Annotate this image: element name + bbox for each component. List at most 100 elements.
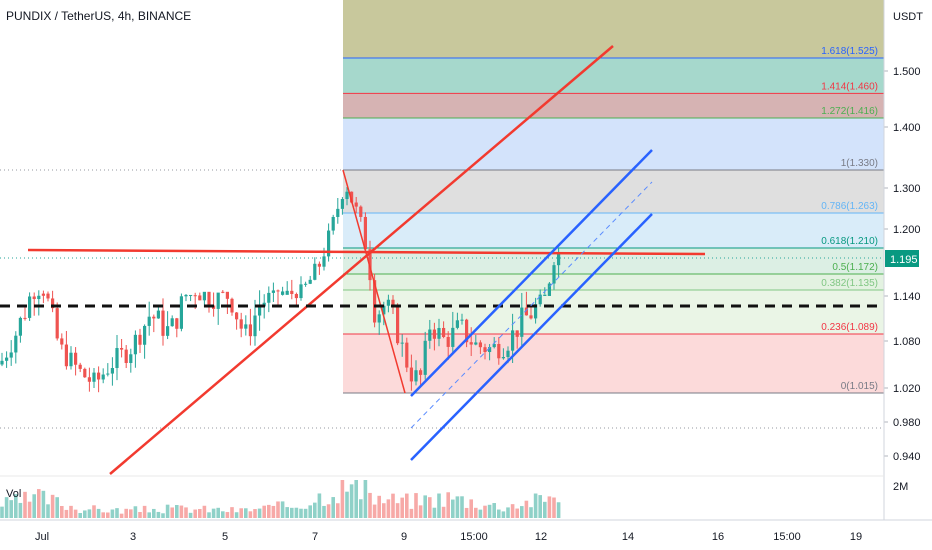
volume-bar [188, 512, 193, 518]
candle-body [92, 372, 96, 382]
volume-bar [230, 507, 234, 518]
candle-body [409, 367, 413, 382]
volume-bar [170, 507, 174, 518]
volume-bar [303, 508, 308, 518]
volume-bar [18, 502, 23, 518]
volume-bar [14, 494, 18, 518]
volume-bar [106, 512, 110, 518]
candle-body [32, 296, 36, 300]
volume-bar [133, 506, 138, 518]
volume-bar [184, 507, 188, 518]
time-tick-label: 15:00 [460, 531, 488, 543]
candle-body [340, 199, 344, 209]
fib-level-label: 0.786(1.263) [821, 201, 878, 212]
volume-bar [129, 509, 133, 518]
volume-bar [418, 505, 423, 518]
candle-body [156, 310, 160, 319]
candle-body [5, 357, 9, 361]
blue-channel-mid [410, 181, 653, 429]
candle-body [414, 370, 418, 382]
blue-channel-lower [410, 213, 653, 461]
candle-body [304, 283, 308, 285]
fibonacci-retracement[interactable]: 1.618(1.525) 1.414(1.460) 1.272(1.416) 1(1.… [343, 0, 884, 394]
volume-bar [96, 508, 101, 518]
volume-bar [262, 505, 266, 518]
price-tick-label: 1.080 [893, 336, 921, 348]
candle-body [400, 342, 404, 344]
price-tick-label: 1.140 [893, 291, 921, 303]
volume-bar [409, 508, 414, 518]
fib-band [343, 213, 884, 248]
candle-body [534, 304, 538, 319]
candle-body [179, 296, 183, 329]
candle-body [345, 191, 349, 200]
price-tick-label: 1.020 [893, 383, 921, 395]
candle-body [124, 349, 128, 363]
volume-bar [239, 508, 243, 518]
volume-bar [244, 508, 248, 518]
volume-bar [464, 507, 469, 518]
candle-body [189, 294, 193, 296]
price-axis-unit: USDT [893, 11, 923, 23]
volume-bar [455, 496, 460, 518]
volume-bar [547, 496, 552, 518]
candle-body [299, 284, 303, 299]
price-tick-label: 1.300 [893, 183, 921, 195]
trend-drawings[interactable] [0, 45, 884, 475]
candle-body [202, 291, 206, 301]
volume-bar [179, 505, 184, 518]
candle-body [110, 368, 114, 374]
candle-body [350, 191, 354, 203]
volume-bar [483, 505, 487, 518]
candle-body [235, 312, 239, 320]
volume-bar [326, 504, 331, 518]
candle-body [198, 295, 202, 301]
volume-bar [506, 507, 510, 518]
candle-body [106, 373, 110, 375]
volume-bar [372, 504, 377, 518]
candle-body [170, 318, 174, 327]
volume-bar [32, 494, 36, 518]
candle-body [285, 290, 289, 295]
volume-bar [4, 497, 9, 518]
time-axis[interactable]: Jul 3 5 7 9 15:00 12 14 16 15:00 19 [35, 531, 862, 543]
candle-body [133, 334, 137, 355]
candle-body [248, 324, 252, 337]
candle-body [87, 377, 91, 382]
candle-body [455, 320, 459, 328]
volume-bar [27, 501, 32, 518]
candle-body [143, 325, 147, 345]
volume-bar [354, 480, 358, 518]
volume-bar [308, 505, 312, 518]
candle-body [382, 305, 386, 315]
volume-bar [225, 512, 230, 518]
volume-bar [340, 480, 345, 518]
fib-level-label: 1.414(1.460) [821, 81, 878, 92]
price-axis[interactable]: 1.500 1.400 1.300 1.200 1.140 1.080 1.020 0.980… [884, 66, 921, 463]
candle-body [290, 290, 294, 294]
candle-body [46, 293, 50, 299]
volume-bar [405, 493, 409, 518]
candle-body [336, 208, 340, 217]
candle-body [446, 336, 450, 347]
candle-body [18, 317, 22, 336]
volume-bar [382, 503, 386, 518]
candle-body [147, 316, 151, 326]
volume-bar [0, 506, 4, 518]
candle-body [552, 265, 556, 284]
volume-bar [46, 504, 50, 518]
volume-bar [460, 496, 464, 518]
volume-bar [193, 509, 197, 518]
volume-bar [37, 489, 41, 518]
volume-bar [124, 508, 128, 518]
candle-body [184, 294, 188, 297]
candle-body [115, 348, 119, 369]
candle-body [442, 327, 446, 337]
volume-bar [41, 490, 46, 518]
volume-bar [92, 505, 96, 518]
volume-bar [451, 499, 455, 518]
candle-body [529, 315, 533, 319]
candle-body [492, 343, 496, 348]
volume-bar [267, 504, 271, 518]
